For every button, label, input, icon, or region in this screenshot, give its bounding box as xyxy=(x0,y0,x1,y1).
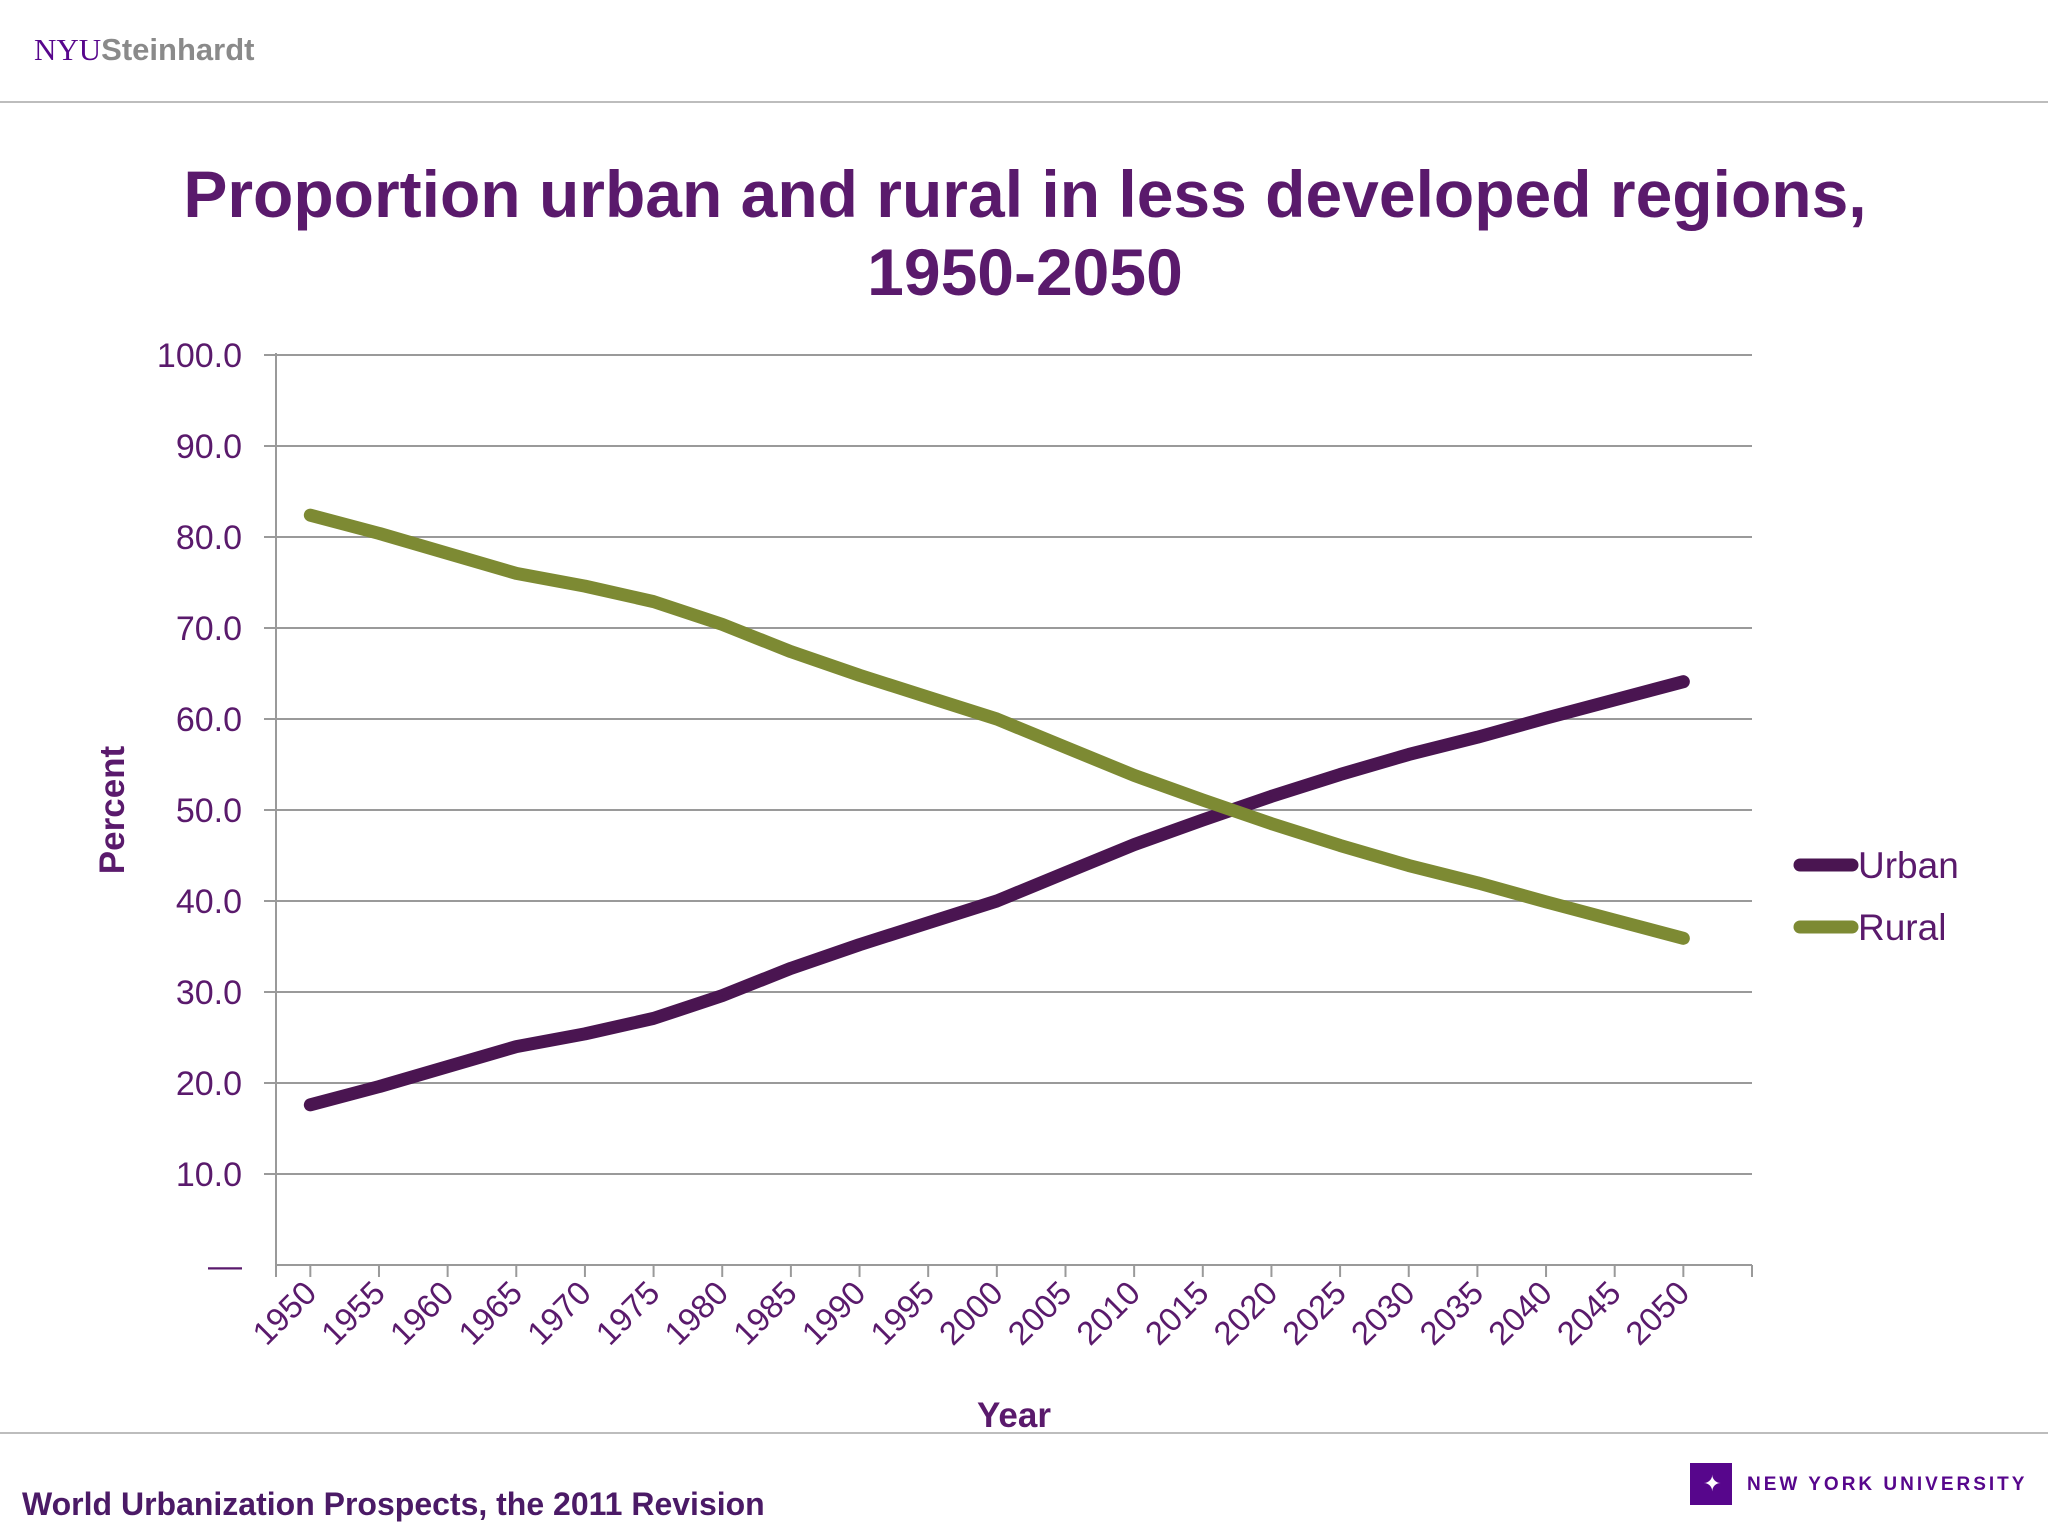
chart-title: Proportion urban and rural in less devel… xyxy=(183,157,1867,309)
y-tick-label: 80.0 xyxy=(176,519,242,557)
data-point-urban xyxy=(1408,753,1410,755)
x-tick-label: 1970 xyxy=(520,1274,598,1352)
university-name: NEW YORK UNIVERSITY xyxy=(1747,1474,2028,1495)
x-tick-label: 2030 xyxy=(1344,1274,1422,1352)
header-divider xyxy=(0,101,2048,103)
nyu-torch-logo: ✦ xyxy=(1690,1463,1732,1505)
x-tick-label: 2040 xyxy=(1481,1274,1559,1352)
data-point-rural xyxy=(1064,746,1066,748)
y-tick-label: 60.0 xyxy=(176,701,242,739)
data-point-urban xyxy=(653,1017,655,1019)
x-tick-label: 1975 xyxy=(588,1274,666,1352)
data-point-rural xyxy=(996,718,998,720)
logo-school-text: Steinhardt xyxy=(101,32,255,67)
legend-label-rural: Rural xyxy=(1858,907,1946,948)
data-point-urban xyxy=(515,1046,517,1048)
data-point-rural xyxy=(447,552,449,554)
data-point-urban xyxy=(1270,795,1272,797)
data-point-urban xyxy=(1202,819,1204,821)
data-point-urban xyxy=(927,922,929,924)
x-tick-label: 1980 xyxy=(657,1274,735,1352)
data-point-urban xyxy=(584,1033,586,1035)
data-point-urban xyxy=(996,900,998,902)
data-point-rural xyxy=(1339,844,1341,846)
x-tick-label: 1990 xyxy=(794,1274,872,1352)
x-axis-title: Year xyxy=(977,1396,1051,1435)
data-point-urban xyxy=(1682,681,1684,683)
data-point-urban xyxy=(1545,717,1547,719)
y-tick-label: 100.0 xyxy=(157,337,242,375)
y-tick-label: — xyxy=(208,1247,242,1285)
legend-label-urban: Urban xyxy=(1858,845,1959,886)
x-tick-label: 1960 xyxy=(382,1274,460,1352)
data-point-rural xyxy=(309,514,311,516)
x-tick-label: 2015 xyxy=(1138,1274,1216,1352)
data-point-rural xyxy=(653,601,655,603)
data-point-rural xyxy=(790,651,792,653)
x-tick-label: 1955 xyxy=(314,1274,392,1352)
data-point-urban xyxy=(1339,774,1341,776)
data-point-urban xyxy=(378,1086,380,1088)
x-tick-label: 1995 xyxy=(863,1274,941,1352)
data-point-rural xyxy=(1614,919,1616,921)
x-tick-label: 2050 xyxy=(1618,1274,1696,1352)
x-tick-label: 1965 xyxy=(451,1274,529,1352)
data-point-urban xyxy=(1476,736,1478,738)
data-point-rural xyxy=(721,623,723,625)
data-point-rural xyxy=(927,696,929,698)
data-point-urban xyxy=(447,1066,449,1068)
data-point-rural xyxy=(1408,865,1410,867)
y-tick-label: 50.0 xyxy=(176,792,242,830)
y-tick-label: 30.0 xyxy=(176,974,242,1012)
data-point-rural xyxy=(1545,901,1547,903)
data-point-urban xyxy=(1064,872,1066,874)
y-tick-label: 70.0 xyxy=(176,610,242,648)
data-point-urban xyxy=(1133,844,1135,846)
data-point-rural xyxy=(378,532,380,534)
logo-nyu-text: NYU xyxy=(34,32,102,67)
data-point-rural xyxy=(584,585,586,587)
x-tick-label: 1985 xyxy=(726,1274,804,1352)
x-tick-label: 1950 xyxy=(245,1274,323,1352)
source-citation: World Urbanization Prospects, the 2011 R… xyxy=(22,1486,765,1522)
x-tick-label: 2025 xyxy=(1275,1274,1353,1352)
data-point-rural xyxy=(1682,937,1684,939)
data-point-rural xyxy=(859,674,861,676)
y-tick-label: 20.0 xyxy=(176,1065,242,1103)
data-point-urban xyxy=(721,995,723,997)
x-tick-label: 2020 xyxy=(1206,1274,1284,1352)
y-tick-label: 40.0 xyxy=(176,883,242,921)
data-point-urban xyxy=(790,967,792,969)
x-tick-label: 2005 xyxy=(1000,1274,1078,1352)
series-line-urban xyxy=(303,675,1690,1112)
x-tick-label: 2045 xyxy=(1550,1274,1628,1352)
data-point-urban xyxy=(309,1104,311,1106)
data-point-rural xyxy=(1476,882,1478,884)
data-point-urban xyxy=(859,944,861,946)
header: NYUSteinhardt xyxy=(0,0,2048,102)
y-tick-label: 90.0 xyxy=(176,428,242,466)
x-tick-label: 2035 xyxy=(1412,1274,1490,1352)
data-point-urban xyxy=(1614,699,1616,701)
series-line-rural xyxy=(303,508,1690,945)
data-point-rural xyxy=(1202,799,1204,801)
data-point-rural xyxy=(1133,774,1135,776)
torch-icon: ✦ xyxy=(1703,1471,1722,1496)
y-tick-label: 10.0 xyxy=(176,1156,242,1194)
x-tick-label: 2010 xyxy=(1069,1274,1147,1352)
data-point-rural xyxy=(1270,823,1272,825)
footer-divider xyxy=(0,1432,2048,1434)
y-axis-title: Percent xyxy=(93,745,132,874)
x-tick-label: 2000 xyxy=(932,1274,1010,1352)
nyu-steinhardt-logo[interactable]: NYUSteinhardt xyxy=(34,32,254,68)
data-point-rural xyxy=(515,572,517,574)
